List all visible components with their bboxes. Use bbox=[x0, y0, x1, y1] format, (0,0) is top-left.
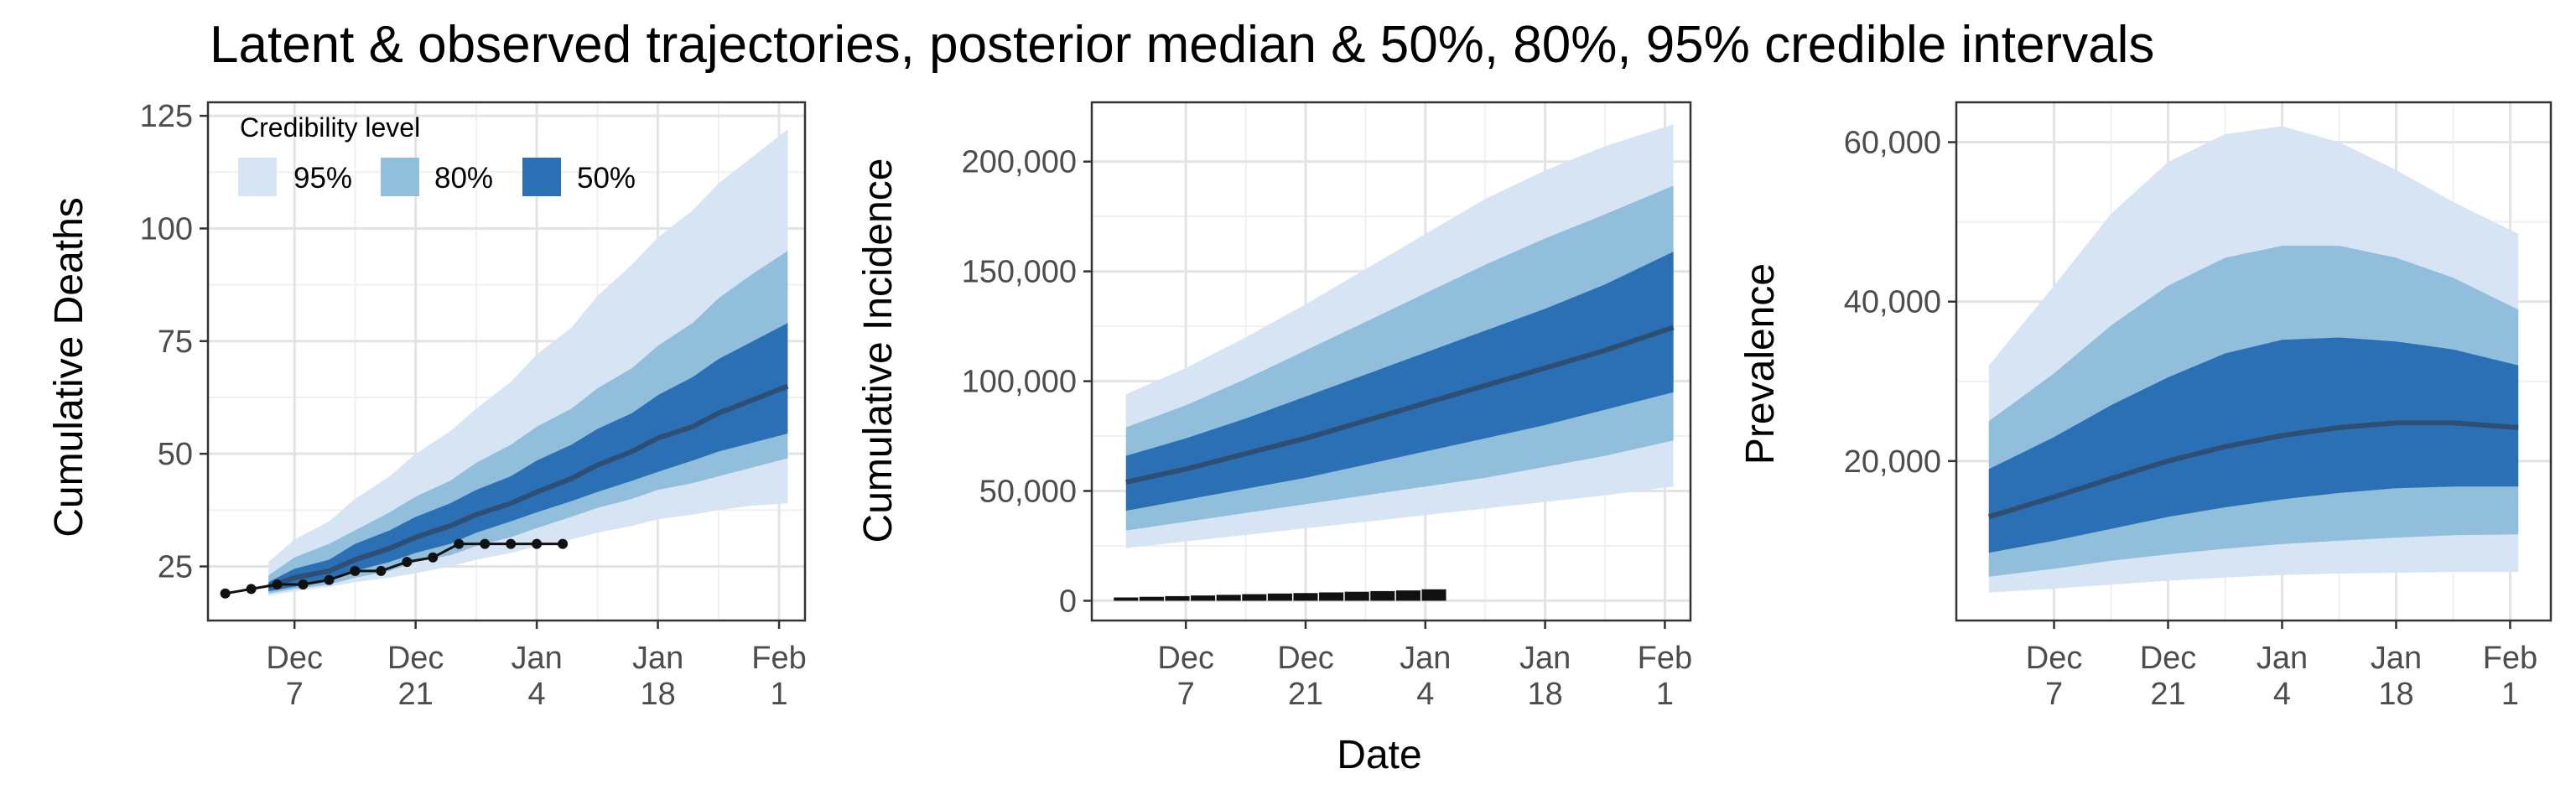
incidence-observed-bar bbox=[1267, 593, 1292, 601]
incidence-x-tick-label-month: Jan bbox=[1400, 641, 1451, 676]
incidence-observed-bar bbox=[1319, 592, 1344, 601]
prevalence-x-tick-label-month: Dec bbox=[2140, 641, 2197, 676]
incidence-panel: 050,000100,000150,000200,000Dec7Dec21Jan… bbox=[856, 101, 1692, 712]
legend-title: Credibility level bbox=[240, 112, 420, 143]
deaths-x-tick-label-day: 21 bbox=[398, 677, 434, 712]
incidence-x-tick-label-day: 7 bbox=[1177, 677, 1195, 712]
incidence-x-tick-label-day: 21 bbox=[1288, 677, 1323, 712]
deaths-x-tick-label-month: Jan bbox=[511, 641, 562, 676]
legend-label-50: 50% bbox=[577, 162, 636, 195]
deaths-observed-point bbox=[376, 565, 387, 576]
prevalence-y-tick-label: 40,000 bbox=[1844, 285, 1941, 320]
deaths-y-tick-label: 25 bbox=[158, 550, 193, 585]
deaths-observed-point bbox=[428, 552, 439, 563]
prevalence-median-line bbox=[1987, 420, 2519, 520]
incidence-observed-bar bbox=[1165, 595, 1190, 601]
deaths-x-tick-label-month: Dec bbox=[266, 641, 323, 676]
incidence-observed-bar bbox=[1421, 589, 1446, 601]
incidence-y-tick-label: 50,000 bbox=[979, 475, 1077, 510]
deaths-x-tick-label-day: 7 bbox=[286, 677, 304, 712]
incidence-x-tick-label-month: Dec bbox=[1157, 641, 1214, 676]
incidence-panel-border bbox=[1090, 101, 1692, 622]
deaths-observed-point bbox=[272, 579, 283, 590]
prevalence-x-tick-label-day: 18 bbox=[2378, 677, 2413, 712]
incidence-median-line bbox=[1125, 325, 1675, 485]
incidence-x-tick-label-day: 18 bbox=[1527, 677, 1562, 712]
deaths-y-axis-label: Cumulative Deaths bbox=[47, 197, 91, 538]
incidence-x-tick-label-month: Jan bbox=[1519, 641, 1571, 676]
prevalence-x-tick-label-month: Feb bbox=[2483, 641, 2537, 676]
deaths-x-tick-label-day: 4 bbox=[528, 677, 546, 712]
incidence-band-50 bbox=[1125, 252, 1674, 512]
incidence-y-tick-label: 100,000 bbox=[962, 365, 1077, 400]
incidence-observed-bar bbox=[1191, 595, 1216, 601]
deaths-x-tick-label-month: Dec bbox=[387, 641, 444, 676]
incidence-observed-bar bbox=[1395, 590, 1420, 601]
prevalence-x-tick-label-month: Jan bbox=[2371, 641, 2422, 676]
prevalence-x-tick-label-day: 1 bbox=[2501, 677, 2519, 712]
deaths-x-tick-label-month: Feb bbox=[751, 641, 806, 676]
incidence-observed-bar bbox=[1139, 596, 1164, 601]
deaths-observed-point bbox=[558, 538, 569, 549]
deaths-y-tick-label: 100 bbox=[140, 211, 193, 247]
deaths-x-tick-label-month: Jan bbox=[632, 641, 683, 676]
incidence-x-tick-label-month: Feb bbox=[1638, 641, 1692, 676]
deaths-y-tick-label: 75 bbox=[158, 325, 193, 360]
incidence-observed-bar bbox=[1242, 594, 1267, 601]
incidence-x-tick-label-day: 4 bbox=[1416, 677, 1434, 712]
deaths-y-tick-label: 50 bbox=[158, 437, 193, 472]
deaths-band-50 bbox=[268, 323, 788, 592]
prevalence-y-axis-label: Prevalence bbox=[1738, 263, 1783, 465]
deaths-x-tick-label-day: 18 bbox=[640, 677, 675, 712]
legend-swatch-50 bbox=[522, 158, 561, 196]
legend-swatch-95 bbox=[238, 158, 277, 196]
incidence-observed-bar bbox=[1344, 591, 1369, 601]
prevalence-x-tick-label-day: 21 bbox=[2150, 677, 2185, 712]
legend-label-80: 80% bbox=[434, 162, 493, 195]
incidence-observed-bar bbox=[1293, 593, 1318, 601]
incidence-y-tick-label: 0 bbox=[1059, 584, 1077, 619]
figure-title: Latent & observed trajectories, posterio… bbox=[210, 16, 2154, 74]
deaths-observed-point bbox=[454, 538, 465, 549]
deaths-observed-point bbox=[246, 584, 257, 595]
prevalence-band-50 bbox=[1988, 337, 2519, 553]
legend: Credibility level 95% 80% 50% bbox=[238, 112, 636, 196]
incidence-observed-bar bbox=[1216, 595, 1241, 601]
deaths-observed-point bbox=[298, 579, 309, 590]
deaths-panel-border bbox=[206, 101, 807, 622]
prevalence-x-tick-label-day: 4 bbox=[2273, 677, 2291, 712]
deaths-observed-point bbox=[324, 574, 335, 585]
deaths-x-tick-label-day: 1 bbox=[770, 677, 787, 712]
incidence-observed-bar bbox=[1114, 597, 1139, 601]
prevalence-x-tick-label-day: 7 bbox=[2045, 677, 2063, 712]
legend-swatch-80 bbox=[381, 158, 419, 196]
incidence-y-axis-label: Cumulative Incidence bbox=[856, 158, 901, 543]
prevalence-x-tick-label-month: Jan bbox=[2257, 641, 2308, 676]
incidence-y-tick-label: 200,000 bbox=[962, 145, 1077, 180]
deaths-median-line bbox=[267, 383, 789, 589]
prevalence-x-tick-label-month: Dec bbox=[2026, 641, 2083, 676]
prevalence-y-tick-label: 20,000 bbox=[1844, 444, 1941, 480]
legend-label-95: 95% bbox=[293, 162, 352, 195]
deaths-y-tick-label: 125 bbox=[140, 99, 193, 134]
incidence-x-tick-label-month: Dec bbox=[1277, 641, 1334, 676]
prevalence-y-tick-label: 60,000 bbox=[1844, 126, 1941, 161]
deaths-observed-point bbox=[532, 538, 543, 549]
deaths-observed-point bbox=[506, 538, 517, 549]
prevalence-panel: 20,00040,00060,000Dec7Dec21Jan4Jan18Feb1… bbox=[1738, 101, 2553, 712]
deaths-band-80 bbox=[268, 251, 788, 594]
incidence-y-tick-label: 150,000 bbox=[962, 255, 1077, 290]
prevalence-panel-border bbox=[1955, 101, 2553, 622]
deaths-observed-point bbox=[480, 538, 491, 549]
x-axis-title: Date bbox=[1337, 733, 1421, 777]
incidence-x-tick-label-day: 1 bbox=[1656, 677, 1674, 712]
incidence-observed-bar bbox=[1370, 590, 1395, 601]
deaths-observed-point bbox=[350, 565, 361, 576]
deaths-observed-point bbox=[220, 588, 231, 599]
deaths-observed-point bbox=[402, 557, 413, 568]
